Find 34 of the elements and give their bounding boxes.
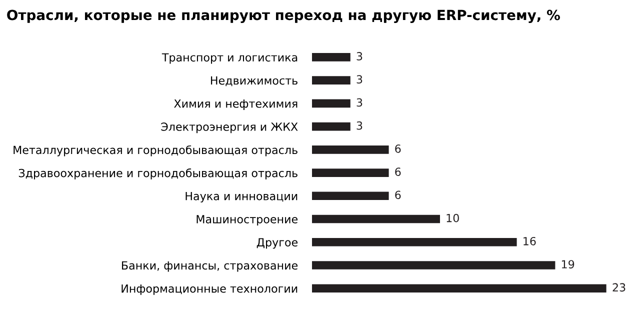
- data-label: 3: [356, 52, 362, 60]
- data-label: 10: [446, 214, 459, 222]
- y-tick-label: Металлургическая и горнодобывающая отрасль: [14, 145, 298, 156]
- bar: [312, 99, 350, 108]
- data-label: 3: [356, 75, 362, 84]
- y-tick-label: Наука и инновации: [186, 192, 298, 202]
- y-tick-label: Электроэнергия и ЖКХ: [161, 122, 298, 134]
- y-tick-label: Информационные технологии: [122, 284, 298, 295]
- bar: [312, 146, 389, 154]
- y-tick-label: Здравоохранение и горнодобывающая отрасль: [18, 168, 298, 180]
- bar: [312, 261, 556, 270]
- data-label: 16: [524, 236, 536, 246]
- data-label: 3: [356, 121, 362, 130]
- chart-title: Отрасли, которые не планируют переход на другую ERP-систему, %: [7, 10, 560, 24]
- y-tick-label: Другое: [256, 238, 298, 249]
- bar: [312, 168, 389, 177]
- data-label: 6: [395, 168, 401, 176]
- bar: [312, 53, 350, 62]
- data-label: 6: [395, 144, 401, 153]
- data-label: 19: [562, 260, 574, 268]
- data-label: 23: [612, 283, 626, 292]
- data-label: 6: [395, 190, 401, 200]
- y-tick-label: Транспорт и логистика: [162, 53, 298, 64]
- y-tick-label: Химия и нефтехимия: [174, 100, 298, 110]
- y-tick-label: Машиностроение: [196, 215, 298, 226]
- bar: [312, 122, 350, 131]
- y-tick-label: Недвижимость: [211, 76, 298, 86]
- bar: [312, 284, 606, 293]
- bar: [312, 214, 440, 224]
- bar: [312, 238, 517, 246]
- y-tick-label: Банки, финансы, страхование: [122, 261, 298, 272]
- data-label: 3: [356, 98, 362, 107]
- bar: [312, 76, 350, 84]
- bar: [312, 192, 389, 200]
